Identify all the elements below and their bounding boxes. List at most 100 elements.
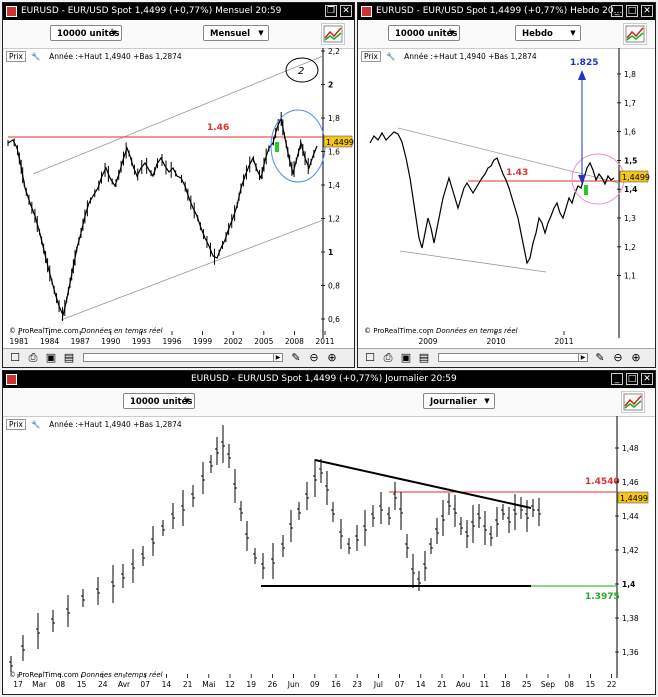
y-tick-label: 1,4 xyxy=(622,580,635,589)
weekly-chart[interactable]: 1.43 1.825 1,4499 1,81,71,61,51,41,31,21… xyxy=(358,48,655,348)
maximize-icon[interactable]: □ xyxy=(626,373,638,385)
copyright-text: © ProRealTime.com xyxy=(9,327,79,335)
y-tick-label: 1,6 xyxy=(328,148,340,157)
zoom-in-icon[interactable]: ⊕ xyxy=(631,351,641,364)
period-select[interactable]: Mensuel ▼ xyxy=(203,25,269,41)
weekly-chart-window: EURUSD - EUR/USD Spot 1,4499 (+0,77%) He… xyxy=(357,2,656,368)
wrench-icon[interactable]: 🔧 xyxy=(31,420,41,429)
x-tick-label: 1999 xyxy=(193,337,212,346)
y-axis-ticks: 1,8 1,7 1,6 1,5 1,4 1,3 1,2 1,1 xyxy=(617,70,637,281)
horizontal-scrollbar[interactable]: ▶ xyxy=(83,353,283,362)
save-icon[interactable]: ▣ xyxy=(400,351,412,364)
x-tick-label: Jul xyxy=(373,680,383,689)
x-tick-label: 17 xyxy=(13,680,23,689)
units-select[interactable]: 10000 unités ▼ xyxy=(123,393,195,409)
level-annotation: 1.46 xyxy=(207,123,229,133)
close-icon[interactable]: ✕ xyxy=(340,5,352,17)
x-tick-label: 24 xyxy=(98,680,108,689)
price-tag-value: 1,4499 xyxy=(622,173,650,182)
x-axis-ticks: 1981 1984 1987 1990 1993 1996 1999 2002 2005 2008… xyxy=(9,331,335,346)
lower-trend-line xyxy=(399,250,547,273)
prix-label[interactable]: Prix xyxy=(6,51,26,62)
monthly-chart-window: EURUSD - EUR/USD Spot 1,4499 (+0,77%) Me… xyxy=(2,2,355,368)
close-icon[interactable]: ✕ xyxy=(641,5,653,17)
chevron-down-icon: ▼ xyxy=(184,397,190,405)
y-tick-label: 1,38 xyxy=(622,614,639,623)
x-tick-label: 07 xyxy=(140,680,150,689)
minimize-icon[interactable]: _ xyxy=(611,5,623,17)
y-tick-label: 1,7 xyxy=(624,99,636,108)
chevron-down-icon: ▼ xyxy=(258,29,264,37)
y-axis-ticks: 2,2 2 1,8 1,6 1,4 1,2 1 0,8 0,6 xyxy=(321,48,340,324)
price-tag xyxy=(619,170,649,183)
daily-chart[interactable]: 1.4540 1.3975 1,4499 1,481,461,441,421,4… xyxy=(3,416,655,692)
cursor-icon[interactable]: ☐ xyxy=(365,351,375,364)
x-tick-label: 14 xyxy=(162,680,172,689)
restore-icon[interactable]: ❐ xyxy=(325,5,337,17)
x-tick-label: 1987 xyxy=(71,337,90,346)
period-select[interactable]: Journalier ▼ xyxy=(423,393,495,409)
y-tick-label: 1,3 xyxy=(624,214,636,223)
x-tick-label: 2011 xyxy=(554,337,573,346)
draw-tool-icon[interactable]: ✎ xyxy=(291,351,301,364)
maximize-icon[interactable]: □ xyxy=(626,5,638,17)
indicators-icon[interactable] xyxy=(321,23,345,45)
export-icon[interactable]: ▤ xyxy=(63,351,75,364)
chevron-down-icon: ▼ xyxy=(570,29,576,37)
y-tick-label: 1,46 xyxy=(622,478,639,487)
x-tick-label: 25 xyxy=(522,680,532,689)
units-select[interactable]: 10000 unités ▼ xyxy=(50,25,122,41)
x-tick-label: Sep xyxy=(541,680,555,689)
channel-lower-line xyxy=(60,219,324,321)
copyright-note: © ProRealTime.com Données en temps réel xyxy=(9,327,163,335)
indicators-icon[interactable] xyxy=(621,391,645,413)
scroll-right-icon[interactable]: ▶ xyxy=(273,354,282,361)
monthly-chart[interactable]: 1.46 2 1,4499 2,2 2 1,8 1,6 1,4 1,2 1 0,8 0,6 19… xyxy=(3,48,354,348)
export-icon[interactable]: ▤ xyxy=(418,351,430,364)
x-tick-label: 1996 xyxy=(162,337,181,346)
daily-info: Année :+Haut 1,4940 +Bas 1,2874 xyxy=(49,420,182,429)
save-icon[interactable]: ▣ xyxy=(45,351,57,364)
wrench-icon[interactable]: 🔧 xyxy=(31,52,41,61)
monthly-titlebar[interactable]: EURUSD - EUR/USD Spot 1,4499 (+0,77%) Me… xyxy=(3,3,354,20)
zoom-out-icon[interactable]: ⊖ xyxy=(613,351,623,364)
y-tick-label: 1,36 xyxy=(622,648,639,657)
units-select[interactable]: 10000 unités ▼ xyxy=(388,25,460,41)
weekly-toolbar: 10000 unités ▼ Hebdo ▼ xyxy=(358,20,655,49)
y-axis-ticks: 1,48 1,46 1,44 1,42 1,4 1,38 1,36 xyxy=(615,444,639,657)
zoom-in-icon[interactable]: ⊕ xyxy=(327,351,337,364)
zoom-out-icon[interactable]: ⊖ xyxy=(309,351,319,364)
close-icon[interactable]: ✕ xyxy=(641,373,653,385)
copyright-note: © ProRealTime.com Données en temps réel xyxy=(9,671,163,679)
x-tick-label: 18 xyxy=(501,680,511,689)
x-tick-label: 26 xyxy=(268,680,278,689)
x-tick-label: 08 xyxy=(56,680,66,689)
ohlc-bars xyxy=(9,425,541,672)
scroll-right-icon[interactable]: ▶ xyxy=(578,354,587,361)
app-icon xyxy=(6,6,17,17)
channel-upper-line xyxy=(32,55,324,175)
minimize-icon[interactable]: _ xyxy=(611,373,623,385)
y-tick-label: 1,8 xyxy=(624,70,636,79)
period-select[interactable]: Hebdo ▼ xyxy=(515,25,581,41)
wrench-icon[interactable]: 🔧 xyxy=(386,52,396,61)
daily-titlebar[interactable]: EURUSD - EUR/USD Spot 1,4499 (+0,77%) Jo… xyxy=(3,371,655,388)
level-annotation: 1.43 xyxy=(506,168,528,178)
draw-tool-icon[interactable]: ✎ xyxy=(595,351,605,364)
y-tick-label: 1,44 xyxy=(622,512,639,521)
prix-label[interactable]: Prix xyxy=(6,419,26,430)
y-tick-label: 1,4 xyxy=(328,181,340,190)
print-icon[interactable]: ⎙ xyxy=(28,351,38,364)
horizontal-scrollbar[interactable]: ▶ xyxy=(438,353,588,362)
realtime-text: Données en temps réel xyxy=(80,327,163,335)
print-icon[interactable]: ⎙ xyxy=(383,351,393,364)
weekly-titlebar[interactable]: EURUSD - EUR/USD Spot 1,4499 (+0,77%) He… xyxy=(358,3,655,20)
cursor-icon[interactable]: ☐ xyxy=(10,351,20,364)
prix-label[interactable]: Prix xyxy=(361,51,381,62)
x-tick-label: 15 xyxy=(77,680,87,689)
x-tick-label: Jun xyxy=(287,680,300,689)
monthly-info: Année :+Haut 1,4940 +Bas 1,2874 xyxy=(49,52,182,61)
indicators-icon[interactable] xyxy=(623,23,647,45)
x-tick-label: 2010 xyxy=(486,337,505,346)
y-tick-label: 1,6 xyxy=(624,128,636,137)
